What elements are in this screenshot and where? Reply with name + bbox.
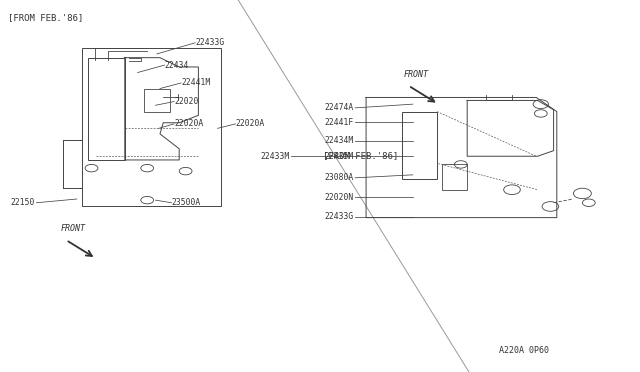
Text: 22434M: 22434M — [324, 136, 353, 145]
Bar — [402, 112, 437, 179]
Text: [FROM FEB.'86]: [FROM FEB.'86] — [8, 13, 83, 22]
Text: 22020: 22020 — [174, 97, 198, 106]
Text: 22020A: 22020A — [236, 119, 265, 128]
Text: 22150: 22150 — [11, 198, 35, 207]
Text: 22433G: 22433G — [324, 212, 353, 221]
Text: FRONT: FRONT — [403, 70, 428, 79]
Text: 22020A: 22020A — [174, 119, 204, 128]
Text: 22020N: 22020N — [324, 193, 353, 202]
Bar — [442, 164, 467, 190]
Text: [FROM FEB.'86]: [FROM FEB.'86] — [323, 151, 399, 160]
Text: 22433G: 22433G — [195, 38, 225, 47]
Bar — [144, 89, 170, 112]
Text: 23080A: 23080A — [324, 173, 353, 182]
Text: 22474A: 22474A — [324, 103, 353, 112]
Text: FRONT: FRONT — [61, 224, 86, 233]
Text: 23500A: 23500A — [172, 198, 201, 207]
Text: 22434: 22434 — [164, 61, 189, 70]
Bar — [88, 58, 125, 160]
Text: 22433M: 22433M — [260, 152, 289, 161]
Text: A220A 0P60: A220A 0P60 — [499, 346, 549, 355]
Bar — [82, 48, 221, 206]
Text: 22441F: 22441F — [324, 118, 353, 126]
Text: 22441M: 22441M — [181, 78, 211, 87]
Text: 22435M: 22435M — [324, 152, 353, 161]
